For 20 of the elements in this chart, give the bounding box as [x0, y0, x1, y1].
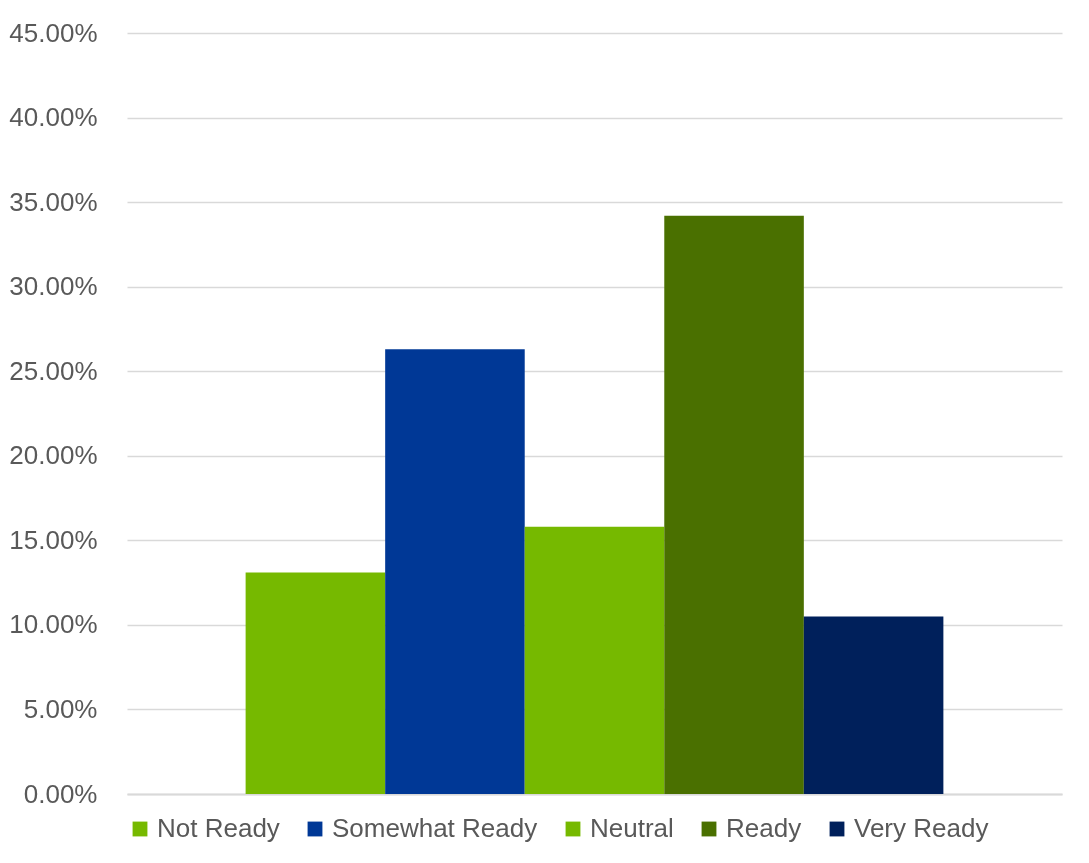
bar: [385, 349, 525, 794]
legend-label: Somewhat Ready: [332, 813, 538, 843]
y-tick-label: 45.00%: [9, 17, 98, 48]
legend-label: Not Ready: [157, 813, 280, 843]
legend-label: Neutral: [590, 813, 674, 843]
bar: [664, 215, 804, 794]
y-tick-label: 20.00%: [9, 440, 98, 471]
y-tick-label: 10.00%: [9, 609, 98, 640]
bar: [245, 572, 386, 794]
bar: [524, 526, 665, 794]
y-tick-label: 15.00%: [9, 524, 98, 555]
legend-label: Ready: [726, 813, 802, 843]
y-tick-label: 25.00%: [9, 355, 98, 386]
y-tick-label: 0.00%: [23, 778, 98, 809]
y-tick-label: 35.00%: [9, 186, 98, 217]
bar: [803, 616, 944, 794]
y-tick-label: 5.00%: [23, 693, 98, 724]
y-tick-label: 40.00%: [9, 102, 98, 133]
y-tick-label: 30.00%: [9, 271, 98, 302]
legend-label: Very Ready: [854, 813, 989, 843]
